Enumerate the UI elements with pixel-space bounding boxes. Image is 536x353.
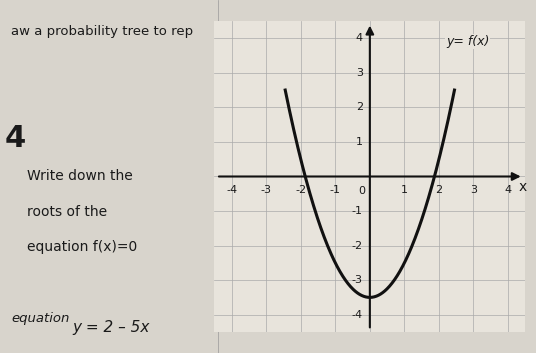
Text: equation: equation <box>11 312 70 325</box>
Text: roots of the: roots of the <box>27 205 107 219</box>
Text: 0: 0 <box>359 186 366 196</box>
Text: Write down the: Write down the <box>27 169 133 184</box>
Text: 3: 3 <box>470 185 477 195</box>
Text: -1: -1 <box>352 206 363 216</box>
Text: 4: 4 <box>356 33 363 43</box>
Text: x: x <box>518 180 527 194</box>
Text: 4: 4 <box>504 185 511 195</box>
Text: -1: -1 <box>330 185 341 195</box>
Text: -2: -2 <box>352 241 363 251</box>
Text: equation f(x)=0: equation f(x)=0 <box>27 240 137 254</box>
Text: 2: 2 <box>435 185 443 195</box>
Text: 1: 1 <box>401 185 408 195</box>
Text: y = 2 – 5x: y = 2 – 5x <box>72 321 150 335</box>
Text: -3: -3 <box>260 185 272 195</box>
Text: -4: -4 <box>226 185 237 195</box>
Text: -2: -2 <box>295 185 306 195</box>
Text: -3: -3 <box>352 275 363 285</box>
Text: 1: 1 <box>356 137 363 147</box>
Text: y= f(x): y= f(x) <box>446 35 489 48</box>
Text: aw a probability tree to rep: aw a probability tree to rep <box>11 25 193 38</box>
Text: -4: -4 <box>352 310 363 320</box>
Text: 2: 2 <box>356 102 363 112</box>
Text: 4: 4 <box>4 124 26 152</box>
Text: 3: 3 <box>356 68 363 78</box>
